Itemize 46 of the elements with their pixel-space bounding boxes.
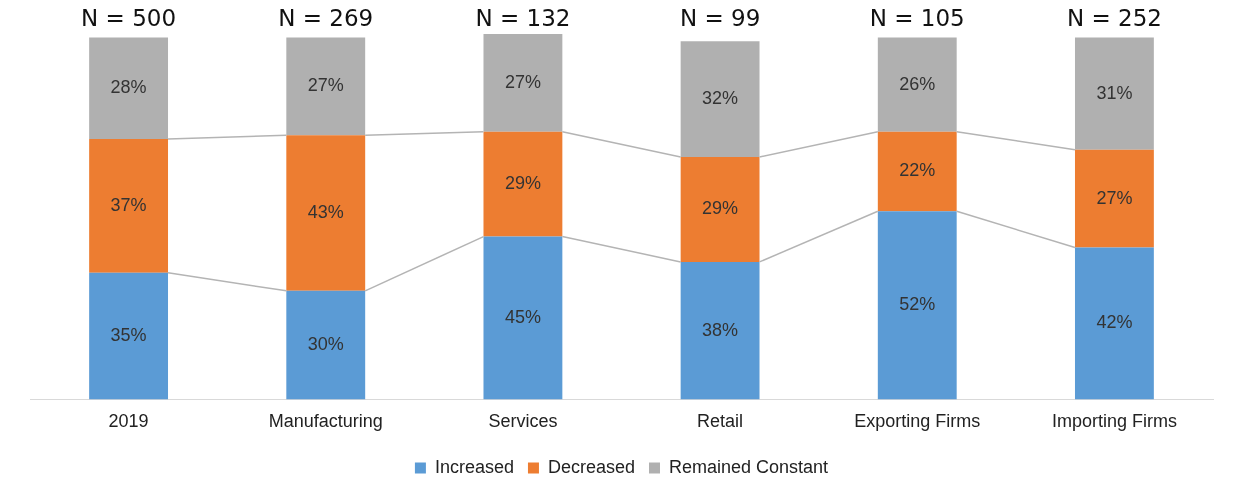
data-label: 26% xyxy=(899,73,936,94)
bar xyxy=(89,272,169,400)
data-label: 28% xyxy=(110,77,147,98)
text: N = 105 xyxy=(869,5,965,32)
data-label: 29% xyxy=(504,173,541,194)
bar xyxy=(877,131,957,212)
bar xyxy=(483,236,563,400)
text: N = 132 xyxy=(475,5,571,32)
legend-label: Remained Constant xyxy=(669,456,829,477)
bar xyxy=(680,157,760,262)
text: N = 99 xyxy=(679,5,761,32)
data-label: 35% xyxy=(110,325,147,346)
data-label: 22% xyxy=(899,160,936,181)
x-tick-label: Retail xyxy=(697,411,744,432)
x-tick-label: Exporting Firms xyxy=(854,411,981,432)
bar xyxy=(286,135,366,291)
legend-label: Decreased xyxy=(547,456,635,477)
bar xyxy=(89,138,169,273)
data-label: 43% xyxy=(307,202,344,223)
data-label: 29% xyxy=(702,198,739,219)
data-label: 27% xyxy=(307,75,344,96)
x-tick-label: 2019 xyxy=(108,411,149,432)
text: N = 269 xyxy=(278,5,374,32)
data-label: 32% xyxy=(702,88,739,109)
x-tick-label: Services xyxy=(488,411,558,432)
data-label: 30% xyxy=(307,334,344,355)
bar xyxy=(1074,247,1154,400)
bar xyxy=(877,211,957,400)
bar xyxy=(286,37,366,136)
legend-label: Increased xyxy=(434,456,514,477)
data-label: 52% xyxy=(899,294,936,315)
data-label: 27% xyxy=(1096,187,1133,208)
data-label: 45% xyxy=(504,306,541,327)
bar xyxy=(680,261,760,400)
data-label: 42% xyxy=(1096,312,1133,333)
x-tick-label: Manufacturing xyxy=(268,411,383,432)
text: N = 252 xyxy=(1066,5,1162,32)
data-label: 38% xyxy=(702,319,739,340)
bar xyxy=(1074,149,1154,248)
data-label: 37% xyxy=(110,194,147,215)
data-label: 27% xyxy=(504,71,541,92)
data-label: 31% xyxy=(1096,82,1133,103)
text: N = 500 xyxy=(81,5,177,32)
bar xyxy=(483,131,563,237)
x-tick-label: Importing Firms xyxy=(1051,411,1177,432)
bar xyxy=(286,290,366,400)
